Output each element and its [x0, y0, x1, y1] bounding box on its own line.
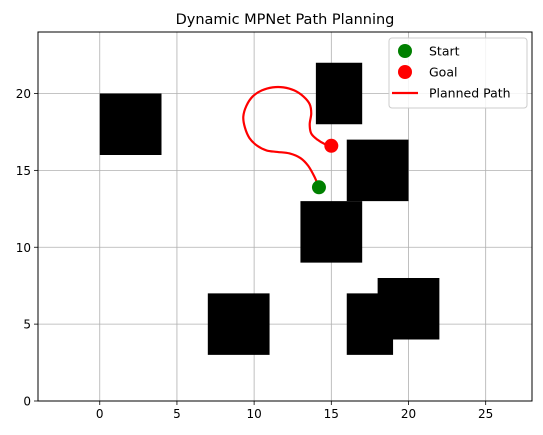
obstacle-1 — [315, 62, 363, 125]
goal-marker — [324, 138, 339, 153]
obstacles — [99, 62, 440, 355]
legend-box — [388, 37, 528, 109]
x-tick-label-2: 10 — [246, 407, 261, 421]
x-tick-label-0: 0 — [96, 407, 104, 421]
x-tick-label-1: 5 — [173, 407, 181, 421]
obstacle-0 — [99, 93, 162, 155]
obstacle-6 — [377, 278, 440, 340]
axis-ticks: 0 5 10 15 20 25 0 5 10 15 20 — [16, 87, 494, 421]
legend-marker-0 — [398, 44, 412, 58]
obstacle-2 — [346, 139, 409, 202]
x-tick-label-4: 20 — [401, 407, 416, 421]
y-tick-label-1: 5 — [23, 318, 31, 332]
legend-marker-1 — [398, 65, 412, 79]
legend-label-1: Goal — [429, 65, 457, 80]
legend-label-2: Planned Path — [429, 86, 511, 101]
obstacle-4 — [207, 293, 270, 355]
endpoint-markers — [311, 138, 339, 195]
y-tick-label-0: 0 — [23, 395, 31, 409]
chart-title: Dynamic MPNet Path Planning — [176, 12, 395, 28]
planned-path-layer — [242, 85, 333, 189]
y-tick-label-3: 15 — [16, 164, 31, 178]
legend-label-0: Start — [429, 44, 460, 59]
y-tick-label-4: 20 — [16, 87, 31, 101]
obstacle-3 — [300, 201, 363, 263]
x-tick-label-5: 25 — [478, 407, 493, 421]
start-marker — [311, 180, 326, 195]
planned-path-line — [242, 85, 333, 189]
legend: Start Goal Planned Path — [388, 37, 528, 109]
x-tick-label-3: 15 — [324, 407, 339, 421]
y-tick-label-2: 10 — [16, 241, 31, 255]
plot-frame — [37, 31, 533, 402]
